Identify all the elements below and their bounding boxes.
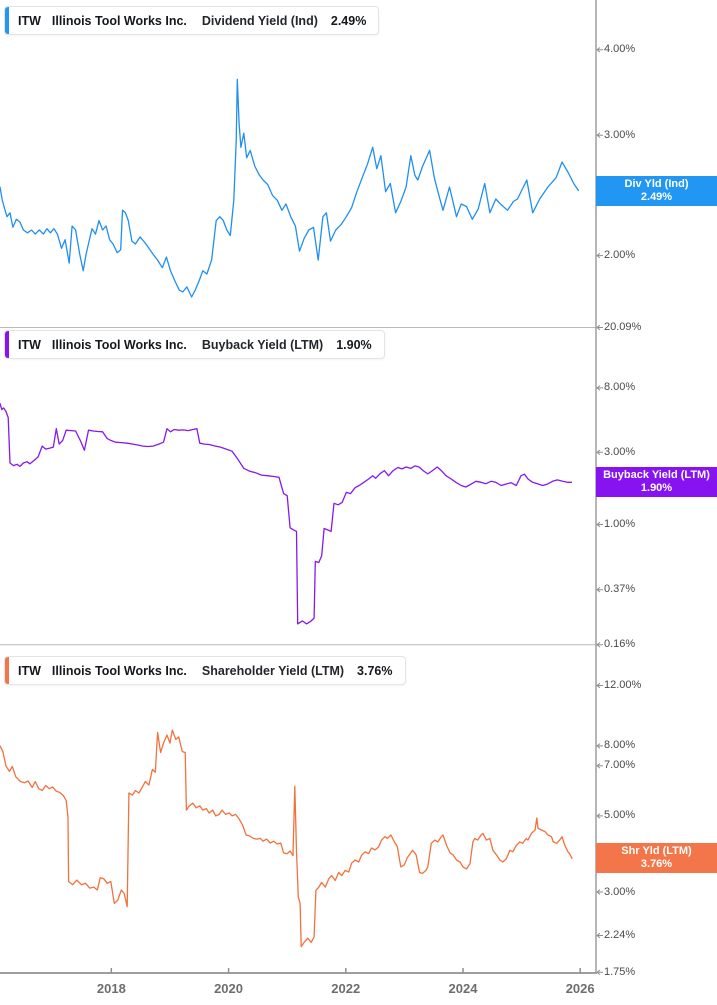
y-axis-tick-label: 4.00% (604, 43, 636, 56)
legend-metric: Dividend Yield (Ind) (201, 13, 318, 28)
legend-value: 2.49% (330, 13, 367, 28)
legend-buyback-yield[interactable]: ITW Illinois Tool Works Inc. Buyback Yie… (4, 330, 385, 359)
y-axis-tick-label: 1.75% (604, 965, 636, 978)
legend-company: Illinois Tool Works Inc. (51, 663, 187, 678)
y-axis-tick-label: 1.00% (604, 517, 636, 530)
badge-label: Div Yld (Ind) (624, 177, 689, 190)
last-value-badge-dividend-yield: Div Yld (Ind) 2.49% (596, 175, 717, 206)
legend-shareholder-yield[interactable]: ITW Illinois Tool Works Inc. Shareholder… (4, 656, 406, 685)
x-axis-year-label: 2024 (448, 981, 478, 996)
y-tick-mark-icon (596, 449, 603, 455)
series-color-bar (5, 657, 9, 684)
x-axis-year-label: 2018 (96, 981, 126, 996)
y-axis-tick-label: 2.24% (604, 929, 636, 942)
badge-value: 3.76% (640, 858, 673, 871)
y-axis-tick-label: 8.00% (604, 381, 636, 394)
x-axis-year-label: 2026 (565, 981, 595, 996)
y-axis-tick-label: 12.00% (604, 678, 642, 691)
legend-company: Illinois Tool Works Inc. (51, 337, 187, 352)
badge-label: Shr Yld (LTM) (621, 845, 692, 858)
badge-value: 2.49% (640, 190, 673, 203)
y-tick-mark-icon (596, 642, 603, 648)
y-tick-mark-icon (596, 385, 603, 391)
legend-value: 3.76% (357, 663, 393, 678)
y-axis-tick-label: 3.00% (604, 128, 636, 141)
badge-label: Buyback Yield (LTM) (603, 469, 710, 482)
legend-company: Illinois Tool Works Inc. (51, 13, 187, 28)
last-value-badge-shareholder-yield: Shr Yld (LTM) 3.76% (596, 843, 717, 874)
y-axis-tick-label: 8.00% (604, 739, 636, 752)
legend-ticker: ITW (18, 13, 41, 28)
badge-value: 1.90% (640, 482, 673, 495)
y-tick-mark-icon (596, 252, 603, 259)
series-line-dividend-yield-ind- (0, 78, 580, 298)
legend-metric: Buyback Yield (LTM) (201, 337, 324, 352)
last-value-badge-buyback-yield: Buyback Yield (LTM) 1.90% (596, 467, 717, 498)
series-line-buyback-yield-ltm- (0, 402, 573, 625)
x-axis-year-label: 2020 (214, 981, 243, 996)
y-axis-tick-label: 2.00% (604, 249, 636, 262)
y-axis-tick-label: 7.00% (604, 759, 636, 772)
y-tick-mark-icon (596, 763, 603, 769)
legend-ticker: ITW (18, 663, 41, 678)
y-axis-tick-label: 20.09% (604, 321, 642, 333)
y-tick-mark-icon (596, 521, 603, 528)
y-tick-mark-icon (596, 587, 603, 593)
y-tick-mark-icon (596, 324, 603, 331)
y-tick-mark-icon (596, 132, 603, 138)
legend-ticker: ITW (18, 337, 41, 352)
y-tick-mark-icon (596, 932, 603, 939)
y-axis-tick-label: 3.00% (604, 445, 636, 458)
x-axis-year-label: 2022 (331, 981, 361, 996)
y-axis-tick-label: 0.37% (604, 583, 636, 596)
y-tick-mark-icon (596, 969, 603, 975)
y-tick-mark-icon (596, 743, 603, 749)
y-axis-tick-label: 0.16% (604, 638, 636, 651)
legend-metric: Shareholder Yield (LTM) (201, 663, 345, 678)
y-tick-mark-icon (596, 682, 603, 689)
series-color-bar (5, 7, 9, 34)
y-axis-tick-label: 5.00% (604, 809, 636, 822)
series-color-bar (5, 331, 9, 358)
series-line-shareholder-yield-ltm- (0, 729, 573, 948)
y-axis-tick-label: 3.00% (604, 885, 636, 898)
legend-dividend-yield[interactable]: ITW Illinois Tool Works Inc. Dividend Yi… (4, 6, 380, 35)
y-tick-mark-icon (596, 813, 603, 819)
legend-value: 1.90% (336, 337, 372, 352)
y-tick-mark-icon (596, 47, 603, 53)
y-tick-mark-icon (596, 889, 603, 895)
